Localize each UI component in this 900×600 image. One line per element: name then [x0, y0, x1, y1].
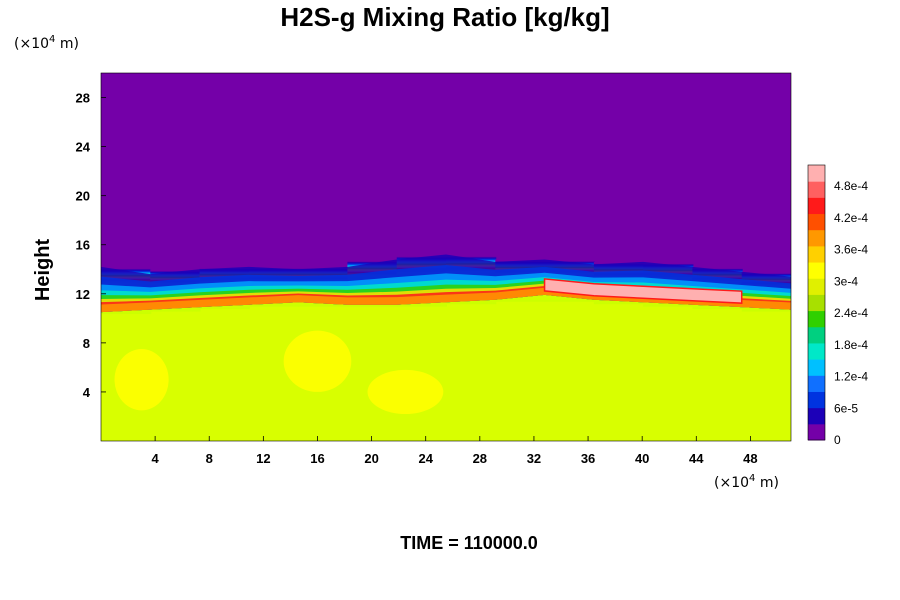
x-tick-label: 44: [689, 451, 704, 466]
x-tick-label: 48: [743, 451, 757, 466]
plot-area: [101, 73, 791, 441]
y-tick-label: 8: [83, 336, 90, 351]
colorbar-tick-label: 6e-5: [834, 401, 858, 415]
colorbar-cell: [808, 278, 825, 295]
colorbar-tick-label: 4.8e-4: [834, 179, 868, 193]
colorbar-tick-label: 3.6e-4: [834, 243, 868, 257]
x-tick-label: 16: [310, 451, 324, 466]
colorbar-cell: [808, 181, 825, 198]
y-tick-label: 12: [76, 287, 90, 302]
colorbar-cell: [808, 326, 825, 344]
colorbar-cell: [808, 423, 825, 441]
heatmap-yellow-blob: [367, 369, 444, 415]
colorbar-tick-label: 0: [834, 433, 841, 447]
colorbar-cell: [808, 213, 825, 231]
heatmap-yellow-blob: [283, 330, 352, 392]
colorbar-ticks: 0 6e-5 1.2e-4 1.8e-4 2.4e-4 3e-4 3.6e-4 4.2e-4 4…: [834, 179, 868, 447]
heatmap-lower-region: [101, 288, 791, 441]
y-tick-label: 4: [83, 385, 91, 400]
x-tick-label: 36: [581, 451, 595, 466]
colorbar-cell: [808, 342, 825, 360]
x-tick-label: 20: [364, 451, 378, 466]
y-tick-label: 20: [76, 189, 90, 204]
y-tick-label: 24: [76, 140, 91, 155]
colorbar-cell: [808, 165, 825, 182]
y-tick-label: 16: [76, 238, 90, 253]
x-tick-label: 28: [473, 451, 487, 466]
colorbar-cell: [808, 310, 825, 328]
x-tick-label: 12: [256, 451, 270, 466]
x-tick-label: 24: [418, 451, 433, 466]
chart-title: H2S-g Mixing Ratio [kg/kg]: [280, 2, 609, 32]
colorbar-tick-label: 1.8e-4: [834, 338, 868, 352]
y-axis-label: Height: [32, 239, 54, 302]
colorbar-cell: [808, 229, 825, 247]
y-tick-label: 28: [76, 91, 90, 106]
colorbar-cell: [808, 375, 825, 392]
colorbar-frame: [807, 164, 826, 441]
x-axis-ticks: 4 8 12 16 20 24 28 32 36 40 44 48: [152, 436, 758, 466]
time-label: TIME = 110000.0: [400, 533, 538, 553]
x-axis-unit: (×104 m): [714, 473, 779, 491]
y-axis-unit: (×104 m): [14, 34, 79, 52]
colorbar-cell: [808, 359, 825, 376]
x-tick-label: 40: [635, 451, 649, 466]
colorbar-cell: [808, 197, 825, 215]
x-tick-label: 4: [152, 451, 160, 466]
x-tick-label: 32: [527, 451, 541, 466]
heatmap-yellow-blob: [114, 349, 169, 411]
colorbar-tick-label: 4.2e-4: [834, 211, 868, 225]
colorbar-tick-label: 3e-4: [834, 274, 858, 288]
plot-frame: [100, 72, 792, 442]
colorbar-tick-label: 1.2e-4: [834, 370, 868, 384]
y-axis-ticks: 4 8 12 16 20 24 28: [76, 91, 106, 400]
colorbar-cell: [808, 391, 825, 409]
colorbar-cell: [808, 407, 825, 425]
colorbar: [807, 164, 826, 441]
colorbar-cell: [808, 294, 825, 312]
colorbar-cell: [808, 245, 825, 263]
colorbar-tick-label: 2.4e-4: [834, 306, 868, 320]
colorbar-cell: [808, 262, 825, 279]
heatmap-peak-patch: [543, 278, 743, 304]
x-tick-label: 8: [206, 451, 213, 466]
